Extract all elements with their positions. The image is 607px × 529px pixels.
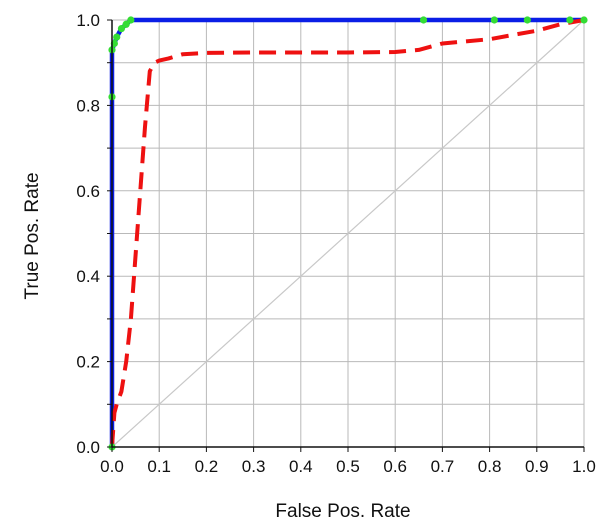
series-marker: [580, 16, 588, 24]
x-tick-label: 0.8: [478, 457, 502, 476]
x-tick-label: 0.5: [336, 457, 360, 476]
series-line-dashed: [110, 18, 585, 448]
x-tick-label: 1.0: [572, 457, 596, 476]
series-marker: [523, 16, 531, 24]
x-axis-title: False Pos. Rate: [275, 501, 410, 522]
grid: [111, 19, 585, 448]
x-tick-label: 0.0: [100, 457, 124, 476]
y-tick-label: 1.0: [76, 11, 100, 30]
y-tick-label: 0.6: [76, 182, 100, 201]
x-tick-label: 0.2: [195, 457, 219, 476]
series-marker: [122, 20, 130, 28]
plot-frame: [107, 19, 585, 452]
series-marker: [419, 16, 428, 24]
x-tick-label: 0.6: [383, 457, 407, 476]
markers: [108, 16, 588, 451]
x-tick-label: 0.3: [242, 457, 266, 476]
y-tick-label: 0.8: [76, 96, 100, 115]
y-axis-title: True Pos. Rate: [22, 172, 43, 299]
x-tick-label: 0.4: [289, 457, 313, 476]
x-tick-label: 0.7: [431, 457, 455, 476]
x-tick-label: 0.1: [147, 457, 171, 476]
series-marker: [113, 33, 121, 41]
series-marker: [117, 24, 126, 33]
y-tick-labels: 0.0 0.2 0.4 0.6 0.8 1.0: [76, 11, 100, 457]
y-tick-label: 0.2: [76, 353, 100, 372]
series-marker: [566, 16, 574, 24]
diagonal-line: [111, 19, 585, 448]
series-marker: [127, 16, 135, 24]
y-tick-label: 0.0: [76, 438, 100, 457]
x-tick-labels: 0.0 0.1 0.2 0.3 0.4 0.5 0.6 0.7 0.8 0.9 1.0: [100, 457, 596, 476]
series-marker: [490, 16, 498, 24]
diagonal-reference: [111, 19, 585, 448]
y-tick-label: 0.4: [76, 267, 100, 286]
x-tick-label: 0.9: [525, 457, 549, 476]
